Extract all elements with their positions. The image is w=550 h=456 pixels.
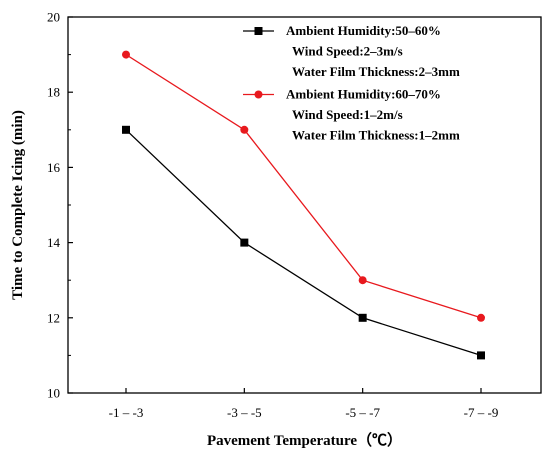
legend-label: Wind Speed:2–3m/s: [292, 44, 403, 59]
series-line: [125, 129, 482, 357]
data-point: [240, 238, 249, 247]
data-point: [477, 351, 485, 360]
legend: Ambient Humidity:50–60% Wind Speed:2–3m/s…: [243, 23, 460, 143]
legend-marker: [254, 27, 263, 35]
y-tick-label: 14: [47, 235, 61, 250]
x-tick-label: -1 – -3: [109, 405, 144, 420]
y-axis-ticks: 10 12 14 16 18 20: [47, 10, 73, 401]
x-axis-ticks: -1 – -3 -3 – -5 -5 – -7 -7 – -9: [109, 388, 499, 420]
series-line: [125, 54, 482, 319]
x-axis-title: Pavement Temperature（℃）: [207, 431, 402, 449]
x-tick-label: -7 – -9: [464, 405, 499, 420]
y-tick-label: 10: [47, 386, 60, 401]
legend-entry-1: Ambient Humidity:50–60% Wind Speed:2–3m/s…: [243, 23, 460, 79]
y-tick-label: 12: [47, 310, 60, 325]
series-2: [122, 50, 485, 322]
data-point: [122, 125, 130, 134]
legend-marker: [254, 90, 263, 99]
data-point: [122, 50, 130, 59]
data-point: [240, 125, 249, 134]
legend-label: Water Film Thickness:1–2mm: [292, 128, 460, 143]
x-tick-label: -5 – -7: [345, 405, 380, 420]
series-layer: [122, 50, 485, 360]
data-point: [358, 276, 367, 285]
legend-label: Wind Speed:1–2m/s: [292, 107, 403, 122]
series-1: [122, 125, 485, 360]
legend-label: Water Film Thickness:2–3mm: [292, 64, 460, 79]
legend-entry-2: Ambient Humidity:60–70% Wind Speed:1–2m/s…: [243, 87, 460, 143]
y-tick-label: 16: [47, 160, 61, 175]
legend-label: Ambient Humidity:50–60%: [286, 23, 441, 38]
legend-label: Ambient Humidity:60–70%: [286, 87, 441, 102]
x-tick-label: -3 – -5: [227, 405, 262, 420]
y-tick-label: 20: [47, 10, 60, 25]
data-point: [477, 313, 485, 322]
data-point: [358, 313, 367, 322]
y-axis-title: Time to Complete Icing (min): [10, 110, 26, 300]
y-tick-label: 18: [47, 85, 60, 100]
